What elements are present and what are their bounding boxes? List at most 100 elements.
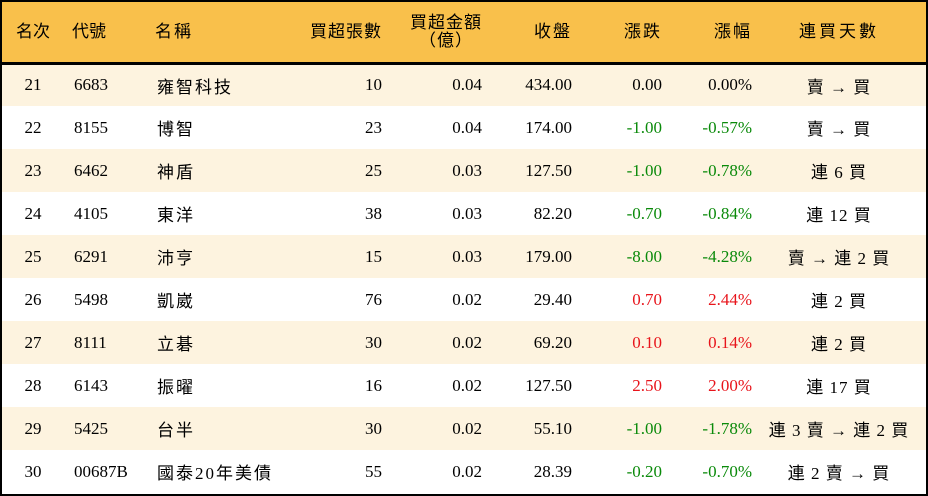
cell-name[interactable]: 雍智科技 bbox=[157, 77, 233, 97]
cell-rank: 21 bbox=[24, 75, 42, 95]
cell-name[interactable]: 國泰20年美債 bbox=[157, 464, 273, 483]
cell-consecutive-days: 連 2 買 bbox=[811, 292, 867, 311]
cell-name[interactable]: 台半 bbox=[157, 421, 195, 440]
cell-consecutive-days: 賣 → 買 bbox=[806, 77, 872, 97]
cell-change: -1.00 bbox=[626, 418, 662, 438]
cell-close: 127.50 bbox=[525, 160, 572, 180]
cell-close: 82.20 bbox=[533, 203, 572, 223]
cell-amount: 0.02 bbox=[452, 289, 482, 309]
cell-consecutive-days: 連 12 買 bbox=[806, 206, 872, 225]
cell-rank: 28 bbox=[24, 375, 42, 395]
cell-volume: 10 bbox=[365, 75, 382, 95]
cell-change: 0.70 bbox=[632, 289, 662, 309]
cell-code: 5425 bbox=[74, 418, 108, 438]
cell-volume: 55 bbox=[365, 461, 382, 481]
cell-change: 0.10 bbox=[632, 332, 662, 352]
cell-amount: 0.03 bbox=[452, 203, 482, 223]
header-net-buy-volume[interactable]: 買超張數 bbox=[295, 2, 382, 65]
cell-name[interactable]: 博智 bbox=[157, 120, 195, 139]
cell-rank: 26 bbox=[24, 289, 42, 309]
cell-name[interactable]: 立碁 bbox=[157, 335, 195, 354]
cell-volume: 30 bbox=[365, 418, 382, 438]
header-change[interactable]: 漲跌 bbox=[572, 2, 662, 65]
cell-consecutive-days: 連 2 買 bbox=[811, 335, 867, 354]
cell-change: 0.00 bbox=[632, 75, 662, 95]
cell-volume: 15 bbox=[365, 246, 382, 266]
cell-volume: 30 bbox=[365, 332, 382, 352]
cell-close: 127.50 bbox=[525, 375, 572, 395]
table-row[interactable]: 27 8111 立碁 30 0.02 69.20 0.10 0.14% 連 2 … bbox=[2, 321, 926, 364]
cell-change-pct: -4.28% bbox=[702, 246, 752, 266]
cell-change-pct: 2.00% bbox=[708, 375, 752, 395]
cell-close: 174.00 bbox=[525, 117, 572, 137]
table-row[interactable]: 21 6683 雍智科技 10 0.04 434.00 0.00 0.00% 賣… bbox=[2, 63, 926, 106]
cell-code: 6291 bbox=[74, 246, 108, 266]
cell-close: 28.39 bbox=[533, 461, 572, 481]
cell-rank: 24 bbox=[24, 203, 42, 223]
cell-consecutive-days: 連 6 買 bbox=[811, 163, 867, 182]
cell-change: -8.00 bbox=[626, 246, 662, 266]
header-code[interactable]: 代號 bbox=[64, 2, 152, 65]
cell-volume: 25 bbox=[365, 160, 382, 180]
table-row[interactable]: 22 8155 博智 23 0.04 174.00 -1.00 -0.57% 賣… bbox=[2, 106, 926, 149]
header-name[interactable]: 名稱 bbox=[152, 2, 295, 65]
cell-name[interactable]: 沛亨 bbox=[157, 249, 195, 268]
cell-rank: 29 bbox=[24, 418, 42, 438]
cell-close: 179.00 bbox=[525, 246, 572, 266]
cell-volume: 16 bbox=[365, 375, 382, 395]
cell-change: -1.00 bbox=[626, 117, 662, 137]
cell-close: 434.00 bbox=[525, 75, 572, 95]
cell-amount: 0.02 bbox=[452, 375, 482, 395]
cell-amount: 0.04 bbox=[452, 117, 482, 137]
cell-code: 5498 bbox=[74, 289, 108, 309]
table-row[interactable]: 24 4105 東洋 38 0.03 82.20 -0.70 -0.84% 連 … bbox=[2, 192, 926, 235]
cell-rank: 23 bbox=[24, 160, 42, 180]
cell-code: 6462 bbox=[74, 160, 108, 180]
cell-consecutive-days: 連 3 賣 → 連 2 買 bbox=[768, 421, 910, 440]
cell-consecutive-days: 連 2 賣 → 買 bbox=[787, 464, 891, 483]
cell-name[interactable]: 振曜 bbox=[157, 378, 195, 397]
header-change-pct[interactable]: 漲幅 bbox=[662, 2, 752, 65]
cell-amount: 0.02 bbox=[452, 332, 482, 352]
cell-change: -0.70 bbox=[626, 203, 662, 223]
header-close[interactable]: 收盤 bbox=[482, 2, 572, 65]
cell-close: 29.40 bbox=[533, 289, 572, 309]
cell-code: 00687B bbox=[74, 461, 128, 481]
cell-name[interactable]: 神盾 bbox=[157, 163, 195, 182]
cell-rank: 27 bbox=[24, 332, 42, 352]
cell-code: 6683 bbox=[74, 75, 108, 95]
cell-change-pct: -0.57% bbox=[702, 117, 752, 137]
table-body: 21 6683 雍智科技 10 0.04 434.00 0.00 0.00% 賣… bbox=[2, 63, 926, 493]
table-row[interactable]: 25 6291 沛亨 15 0.03 179.00 -8.00 -4.28% 賣… bbox=[2, 235, 926, 278]
header-consecutive-days[interactable]: 連買天數 bbox=[752, 2, 926, 65]
cell-rank: 30 bbox=[24, 461, 42, 481]
cell-amount: 0.02 bbox=[452, 418, 482, 438]
header-rank[interactable]: 名次 bbox=[2, 2, 64, 65]
table-row[interactable]: 28 6143 振曜 16 0.02 127.50 2.50 2.00% 連 1… bbox=[2, 364, 926, 407]
cell-change-pct: 2.44% bbox=[708, 289, 752, 309]
cell-volume: 38 bbox=[365, 203, 382, 223]
table-row[interactable]: 26 5498 凱崴 76 0.02 29.40 0.70 2.44% 連 2 … bbox=[2, 278, 926, 321]
table-header-row: 名次 代號 名稱 買超張數 買超金額 （億） 收盤 漲跌 漲幅 連買天數 bbox=[2, 2, 926, 65]
cell-amount: 0.02 bbox=[452, 461, 482, 481]
cell-consecutive-days: 連 17 買 bbox=[806, 378, 872, 397]
cell-change: -0.20 bbox=[626, 461, 662, 481]
cell-amount: 0.03 bbox=[452, 246, 482, 266]
cell-code: 6143 bbox=[74, 375, 108, 395]
table-row[interactable]: 29 5425 台半 30 0.02 55.10 -1.00 -1.78% 連 … bbox=[2, 407, 926, 450]
cell-name[interactable]: 東洋 bbox=[157, 206, 195, 225]
cell-code: 8155 bbox=[74, 117, 108, 137]
cell-code: 4105 bbox=[74, 203, 108, 223]
table-row[interactable]: 23 6462 神盾 25 0.03 127.50 -1.00 -0.78% 連… bbox=[2, 149, 926, 192]
cell-amount: 0.03 bbox=[452, 160, 482, 180]
cell-change-pct: -1.78% bbox=[702, 418, 752, 438]
cell-amount: 0.04 bbox=[452, 75, 482, 95]
header-net-buy-amount[interactable]: 買超金額 （億） bbox=[382, 2, 482, 65]
table-row[interactable]: 30 00687B 國泰20年美債 55 0.02 28.39 -0.20 -0… bbox=[2, 450, 926, 493]
cell-close: 55.10 bbox=[533, 418, 572, 438]
header-net-buy-amount-unit: （億） bbox=[419, 30, 473, 50]
cell-change-pct: -0.84% bbox=[702, 203, 752, 223]
cell-name[interactable]: 凱崴 bbox=[157, 292, 195, 311]
